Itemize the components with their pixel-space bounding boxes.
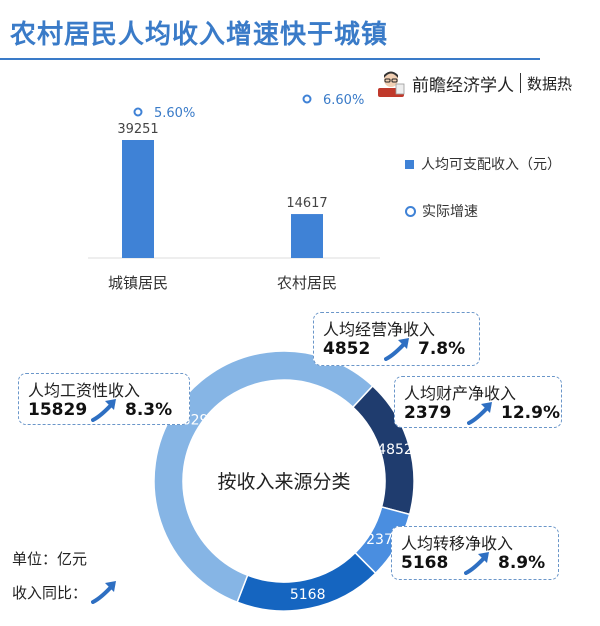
legend-bar: 人均可支配收入（元）: [405, 154, 561, 174]
callout-business-label: 人均经营净收入: [323, 320, 436, 339]
bar: [291, 214, 323, 258]
reader-avatar-icon: [378, 71, 405, 97]
growth-arrow-icon: [464, 552, 489, 575]
rate-marker: [302, 94, 312, 104]
callout-property-value: 2379: [404, 403, 452, 423]
category-label: 城镇居民: [108, 274, 168, 292]
category-label: 农村居民: [277, 274, 337, 292]
bar: [122, 140, 154, 258]
callout-transfer-growth: 8.9%: [498, 553, 546, 573]
callout-wage: 人均工资性收入 15829 8.3%: [18, 373, 190, 425]
legend-rate-label: 实际增速: [422, 204, 478, 220]
callout-property-label: 人均财产净收入: [404, 384, 517, 403]
rate-label: 5.60%: [154, 106, 195, 121]
donut-slice: [153, 350, 374, 604]
callout-wage-growth: 8.3%: [125, 400, 173, 420]
rate-marker: [133, 107, 143, 117]
bar-value-label: 14617: [286, 196, 327, 211]
yoy-note-label: 收入同比：: [12, 583, 88, 602]
growth-arrow-icon: [91, 581, 117, 604]
title-underline: [0, 58, 540, 60]
brand-separator: [520, 73, 521, 93]
growth-arrow-icon: [467, 402, 492, 425]
yoy-note: 收入同比：: [12, 580, 119, 604]
legend-bar-swatch: [405, 159, 414, 169]
callout-transfer-value: 5168: [401, 553, 449, 573]
growth-arrow-icon: [91, 399, 116, 422]
brand: 前瞻经济学人 数据热: [376, 68, 572, 98]
slice-value-label: 5168: [290, 587, 326, 603]
bar-value-label: 39251: [117, 122, 158, 137]
chart-title: 农村居民人均收入增速快于城镇: [10, 20, 389, 50]
callout-wage-label: 人均工资性收入: [28, 381, 141, 400]
rate-label: 6.60%: [323, 93, 364, 108]
unit-note: 单位：亿元: [12, 550, 88, 568]
donut-center-label: 按收入来源分类: [217, 471, 350, 493]
callout-property-growth: 12.9%: [501, 403, 560, 423]
callout-business: 人均经营净收入 4852 7.8%: [313, 312, 480, 366]
callout-wage-value: 15829: [28, 400, 88, 420]
legend-bar-label: 人均可支配收入（元）: [421, 157, 561, 173]
bar-chart: 39251 城镇居民 5.60% 14617 农村居民 6.60%: [88, 93, 380, 292]
callout-business-value: 4852: [323, 339, 371, 359]
callout-business-growth: 7.8%: [418, 339, 466, 359]
legend-rate: 实际增速: [405, 201, 478, 221]
callout-property: 人均财产净收入 2379 12.9%: [394, 376, 562, 428]
brand-tag: 数据热: [527, 74, 573, 93]
growth-arrow-icon: [384, 338, 409, 361]
callout-transfer-label: 人均转移净收入: [401, 534, 514, 553]
brand-name: 前瞻经济学人: [412, 75, 514, 96]
callout-transfer: 人均转移净收入 5168 8.9%: [391, 526, 559, 580]
legend-rate-marker: [405, 205, 416, 217]
slice-value-label: 4852: [377, 442, 413, 458]
